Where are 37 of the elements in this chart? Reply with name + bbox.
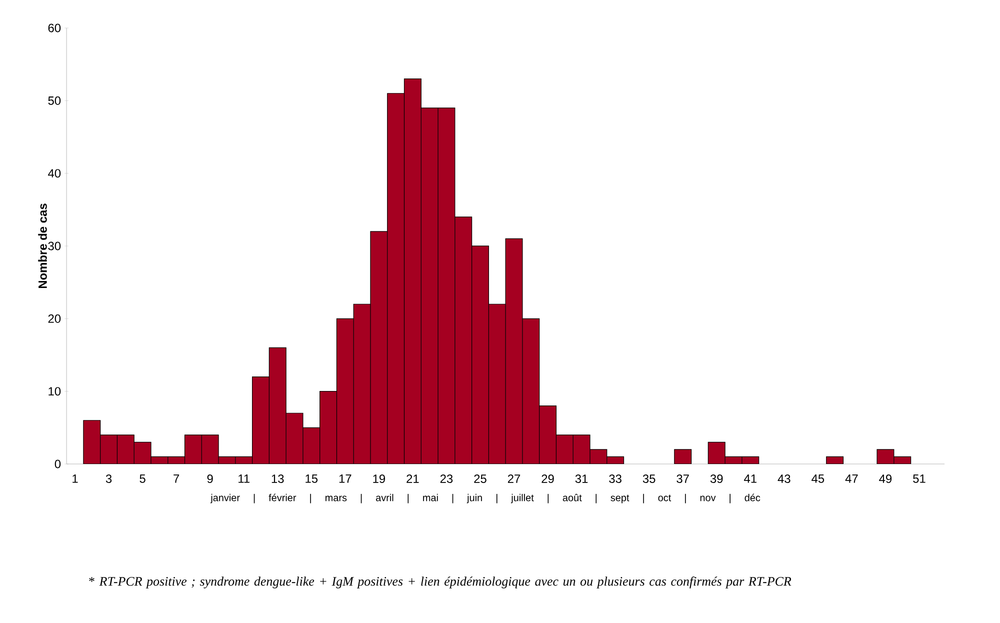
x-tick-label: 25	[474, 474, 486, 483]
y-tick-label: 50	[48, 96, 61, 105]
x-axis-title: janvier | février | mars | avril | mai | juin | juillet | août | sept | oct | nov | déc	[210, 494, 760, 504]
bar	[674, 449, 692, 464]
y-tick-label: 20	[48, 314, 61, 323]
x-tick-label: 47	[845, 474, 858, 483]
y-tick-label: 40	[48, 169, 61, 178]
x-tick-label: 37	[676, 474, 689, 483]
x-tick-label: 41	[744, 474, 756, 483]
y-tick-label: 60	[48, 24, 61, 32]
y-tick-label: 30	[48, 242, 61, 250]
x-tick-label: 35	[642, 474, 656, 483]
x-tick-label: 3	[106, 474, 112, 483]
x-tick-label: 29	[542, 474, 554, 483]
x-tick-label: 39	[710, 474, 723, 483]
x-tick-label: 43	[778, 474, 790, 483]
x-tick-label: 33	[609, 474, 622, 483]
x-tick-label: 27	[508, 474, 520, 483]
x-tick-label: 9	[207, 474, 213, 483]
x-tick-label: 1	[72, 474, 78, 483]
y-axis-title: Nombre de cas	[38, 204, 47, 288]
x-tick-label: 17	[339, 474, 352, 483]
x-tick-label: 11	[238, 474, 250, 483]
x-tick-label: 13	[272, 474, 284, 483]
x-tick-label: 31	[575, 474, 588, 483]
y-tick-label: 0	[54, 460, 61, 468]
x-tick-label: 23	[440, 474, 453, 483]
x-tick-label: 21	[406, 474, 419, 483]
x-tick-label: 51	[913, 474, 926, 483]
x-tick-label: 49	[879, 474, 892, 483]
x-tick-label: 7	[174, 474, 180, 483]
text: *RT-PCR positive ; syndrome dengue-like + IgM positives + lien épidémiologique avec un ou plusieurs cas confirmés par RT-PCR	[89, 576, 792, 588]
x-tick-label: 19	[373, 474, 386, 483]
x-tick-label: 5	[140, 474, 146, 483]
y-tick-label: 10	[48, 387, 61, 396]
x-tick-label: 45	[812, 474, 824, 483]
x-tick-label: 15	[306, 474, 318, 483]
